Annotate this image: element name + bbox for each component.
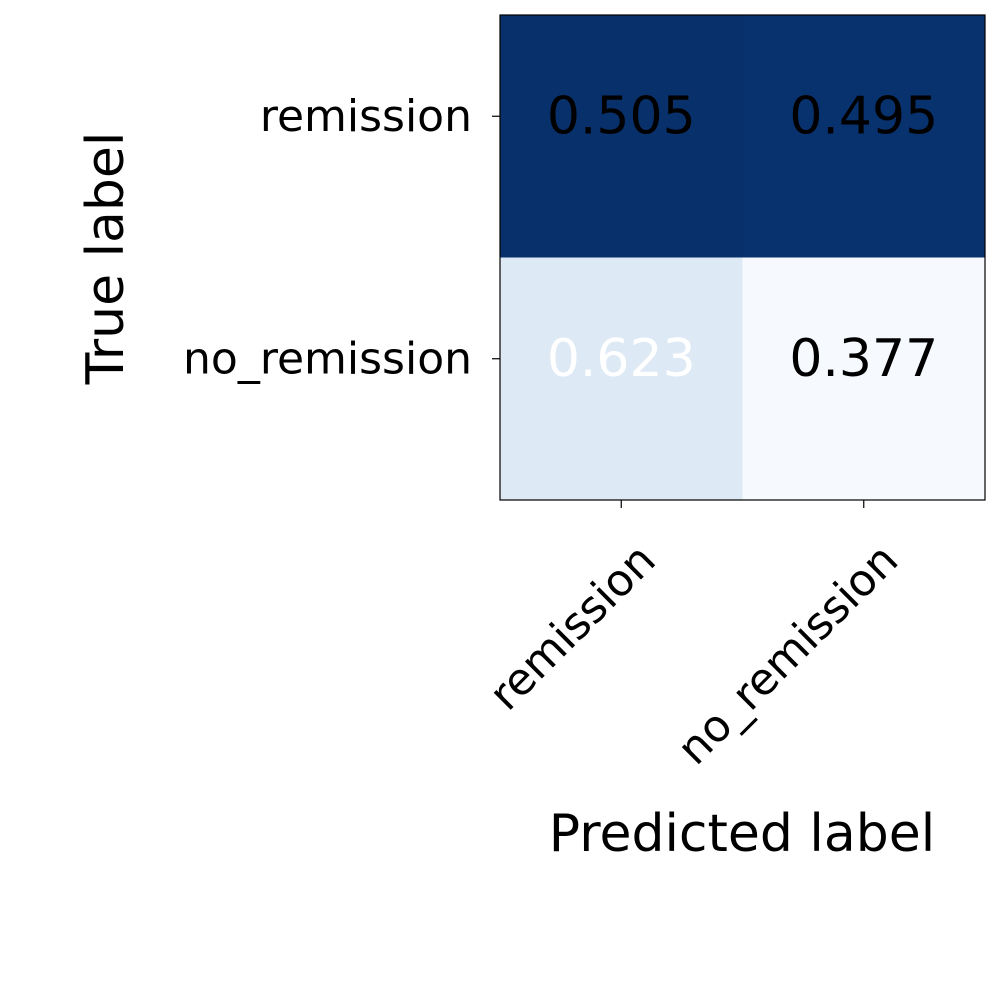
- plot-frame: [499, 14, 986, 501]
- heatmap-cell-no_remission-no_remission: [742, 257, 985, 500]
- cell-value-label: 0.377: [789, 329, 938, 389]
- y-tick-label: no_remission: [183, 333, 472, 384]
- x-tick-label: remission: [480, 534, 666, 720]
- y-tick-label: remission: [260, 91, 472, 142]
- heatmap-cell-labels: 0.505 0.495 0.623 0.377: [547, 86, 938, 389]
- heatmap-cell-no_remission-remission: [500, 257, 743, 500]
- x-tick-label: no_remission: [668, 534, 908, 774]
- x-axis-label: Predicted label: [549, 804, 935, 864]
- cell-value-label: 0.623: [547, 329, 696, 389]
- cell-value-label: 0.505: [547, 86, 696, 146]
- heatmap-cell-remission-no_remission: [742, 15, 985, 258]
- heatmap-cells: [500, 15, 985, 500]
- y-axis-label: True label: [76, 132, 136, 386]
- cell-value-label: 0.495: [789, 86, 938, 146]
- heatmap-cell-remission-remission: [500, 15, 743, 258]
- y-axis-ticks: remission no_remission: [183, 91, 500, 384]
- x-axis-ticks: remission no_remission: [480, 500, 908, 775]
